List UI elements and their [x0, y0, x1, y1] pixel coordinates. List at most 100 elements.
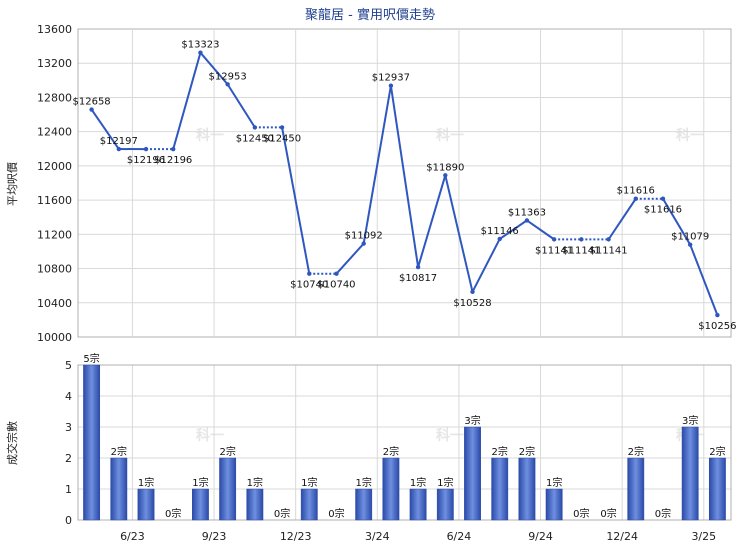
- price-point: [307, 271, 312, 276]
- price-line-segment: [526, 219, 555, 241]
- price-line-segment: [226, 83, 256, 128]
- count-bar: [192, 488, 209, 521]
- count-bar-label: 0宗: [655, 507, 671, 520]
- price-tick-label: 12400: [37, 126, 72, 139]
- count-bar-label: 2宗: [492, 445, 508, 458]
- count-bar: [708, 457, 726, 521]
- price-line-segment: [662, 198, 692, 246]
- price-line-segment: [281, 127, 311, 274]
- count-bar: [409, 488, 427, 521]
- count-axis-label: 成交宗數: [5, 421, 19, 465]
- price-point: [279, 125, 285, 130]
- count-bar: [545, 488, 563, 521]
- count-bar-label: 2宗: [219, 445, 235, 458]
- price-line-segment: [471, 238, 501, 293]
- price-data-label: $11616: [644, 205, 682, 216]
- x-tick-label: 6/24: [447, 530, 472, 543]
- price-tick-label: 12000: [37, 160, 72, 173]
- price-data-label: $11079: [671, 232, 709, 243]
- price-data-label: $11141: [589, 245, 627, 256]
- price-data-label: $10740: [317, 280, 355, 291]
- count-bar-label: 0宗: [600, 507, 616, 520]
- count-bar: [436, 488, 454, 521]
- price-point: [633, 196, 638, 201]
- price-point: [497, 236, 502, 242]
- count-bar-label: 0宗: [328, 507, 344, 520]
- price-point: [606, 237, 611, 242]
- count-tick-label: 1: [65, 483, 72, 496]
- count-bar-label: 1宗: [546, 476, 562, 489]
- count-bar-label: 2宗: [111, 445, 127, 458]
- count-bar-label: 2宗: [383, 445, 399, 458]
- price-point: [361, 241, 366, 246]
- price-line-segment: [199, 52, 229, 86]
- count-bar: [681, 426, 699, 521]
- price-point: [198, 50, 203, 55]
- price-line-segment: [689, 244, 719, 316]
- price-point: [225, 82, 230, 87]
- price-data-label: $11092: [345, 231, 383, 242]
- watermark-text: 科一: [436, 427, 464, 444]
- price-tick-label: 13200: [37, 57, 72, 70]
- price-point: [143, 146, 149, 152]
- watermark-text: 科一: [436, 127, 464, 144]
- price-data-label: $12658: [73, 97, 111, 108]
- x-tick-label: 9/24: [528, 530, 553, 543]
- count-bar-label: 0宗: [165, 507, 181, 520]
- price-point: [334, 271, 339, 276]
- count-tick-label: 0: [65, 514, 72, 527]
- price-line-segment: [607, 198, 637, 240]
- count-bar-label: 1宗: [192, 476, 208, 489]
- price-data-label: $10528: [453, 298, 491, 309]
- price-point: [252, 125, 258, 130]
- price-point: [89, 107, 94, 112]
- price-point: [443, 173, 448, 178]
- chart-title: 聚龍居 - 實用呎價走勢: [305, 7, 435, 23]
- price-data-label: $12450: [236, 133, 274, 144]
- price-data-label: $11363: [508, 207, 546, 218]
- price-point: [579, 237, 584, 242]
- count-bar-label: 5宗: [83, 352, 99, 365]
- price-point: [687, 242, 693, 247]
- count-bar: [110, 457, 128, 521]
- count-bar-label: 1宗: [138, 476, 154, 489]
- price-tick-label: 13600: [37, 23, 72, 36]
- price-data-label: $10740: [290, 280, 328, 291]
- watermark-text: 科一: [196, 427, 224, 444]
- count-bar: [300, 488, 318, 521]
- count-bar-label: 2宗: [709, 445, 725, 458]
- x-tick-label: 9/23: [202, 530, 227, 543]
- count-tick-label: 3: [65, 421, 72, 434]
- count-bar: [491, 457, 509, 521]
- price-point: [524, 218, 530, 223]
- price-data-label: $11141: [562, 245, 600, 256]
- price-line-segment: [499, 219, 528, 240]
- price-tick-label: 11600: [37, 194, 72, 207]
- watermark-text: 科一: [196, 127, 224, 144]
- price-data-label: $11141: [535, 245, 573, 256]
- count-bar-label: 2宗: [628, 445, 644, 458]
- x-tick-label: 3/24: [365, 530, 390, 543]
- price-point: [415, 264, 421, 270]
- price-line-segment: [335, 242, 365, 275]
- count-bar-label: 0宗: [274, 507, 290, 520]
- price-line-segment: [444, 175, 474, 293]
- price-point: [470, 289, 475, 295]
- count-tick-label: 4: [65, 390, 72, 403]
- price-line-segment: [417, 175, 447, 268]
- count-bar: [219, 457, 237, 521]
- watermark-text: 科一: [676, 127, 704, 144]
- x-tick-label: 12/24: [606, 530, 638, 543]
- price-point: [660, 196, 666, 201]
- price-axis-label: 平均呎價: [5, 162, 19, 206]
- count-bar-label: 0宗: [573, 507, 589, 520]
- price-line-segment: [172, 52, 202, 150]
- x-tick-label: 3/25: [691, 530, 716, 543]
- price-data-label: $12937: [372, 73, 410, 84]
- count-tick-label: 2: [65, 452, 72, 465]
- count-bar: [246, 488, 264, 521]
- count-bar-label: 3宗: [682, 414, 698, 427]
- count-bar-label: 1宗: [410, 476, 426, 489]
- price-data-label: $11890: [426, 162, 464, 173]
